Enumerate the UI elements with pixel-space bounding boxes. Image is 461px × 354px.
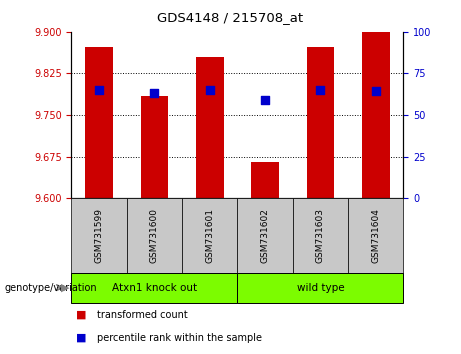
Text: GSM731601: GSM731601 (205, 208, 214, 263)
Bar (237, 273, 403, 303)
Bar (307, 47, 334, 198)
Text: genotype/variation: genotype/variation (5, 282, 97, 293)
Bar (127, 198, 182, 273)
Text: ■: ■ (76, 310, 87, 320)
Point (95, 87, 103, 93)
Text: GDS4148 / 215708_at: GDS4148 / 215708_at (158, 11, 303, 24)
Point (261, 97, 269, 102)
Text: wild type: wild type (296, 282, 344, 293)
Bar (348, 198, 403, 273)
Text: ■: ■ (76, 333, 87, 343)
Point (206, 87, 213, 93)
Point (372, 88, 379, 94)
Bar (196, 57, 224, 198)
Bar (182, 198, 237, 273)
Bar (141, 96, 168, 198)
Bar (362, 32, 390, 198)
Bar (85, 47, 113, 198)
Bar (71, 273, 237, 303)
Bar (71, 198, 127, 273)
Text: GSM731604: GSM731604 (371, 208, 380, 263)
Point (317, 87, 324, 93)
Text: transformed count: transformed count (97, 310, 188, 320)
Text: GSM731602: GSM731602 (260, 208, 270, 263)
Text: GSM731599: GSM731599 (95, 208, 104, 263)
Bar (237, 198, 293, 273)
Text: Atxn1 knock out: Atxn1 knock out (112, 282, 197, 293)
Bar (293, 198, 348, 273)
Text: ▶: ▶ (61, 282, 69, 293)
Bar (251, 162, 279, 198)
Point (151, 90, 158, 96)
Text: percentile rank within the sample: percentile rank within the sample (97, 333, 262, 343)
Text: GSM731600: GSM731600 (150, 208, 159, 263)
Text: GSM731603: GSM731603 (316, 208, 325, 263)
